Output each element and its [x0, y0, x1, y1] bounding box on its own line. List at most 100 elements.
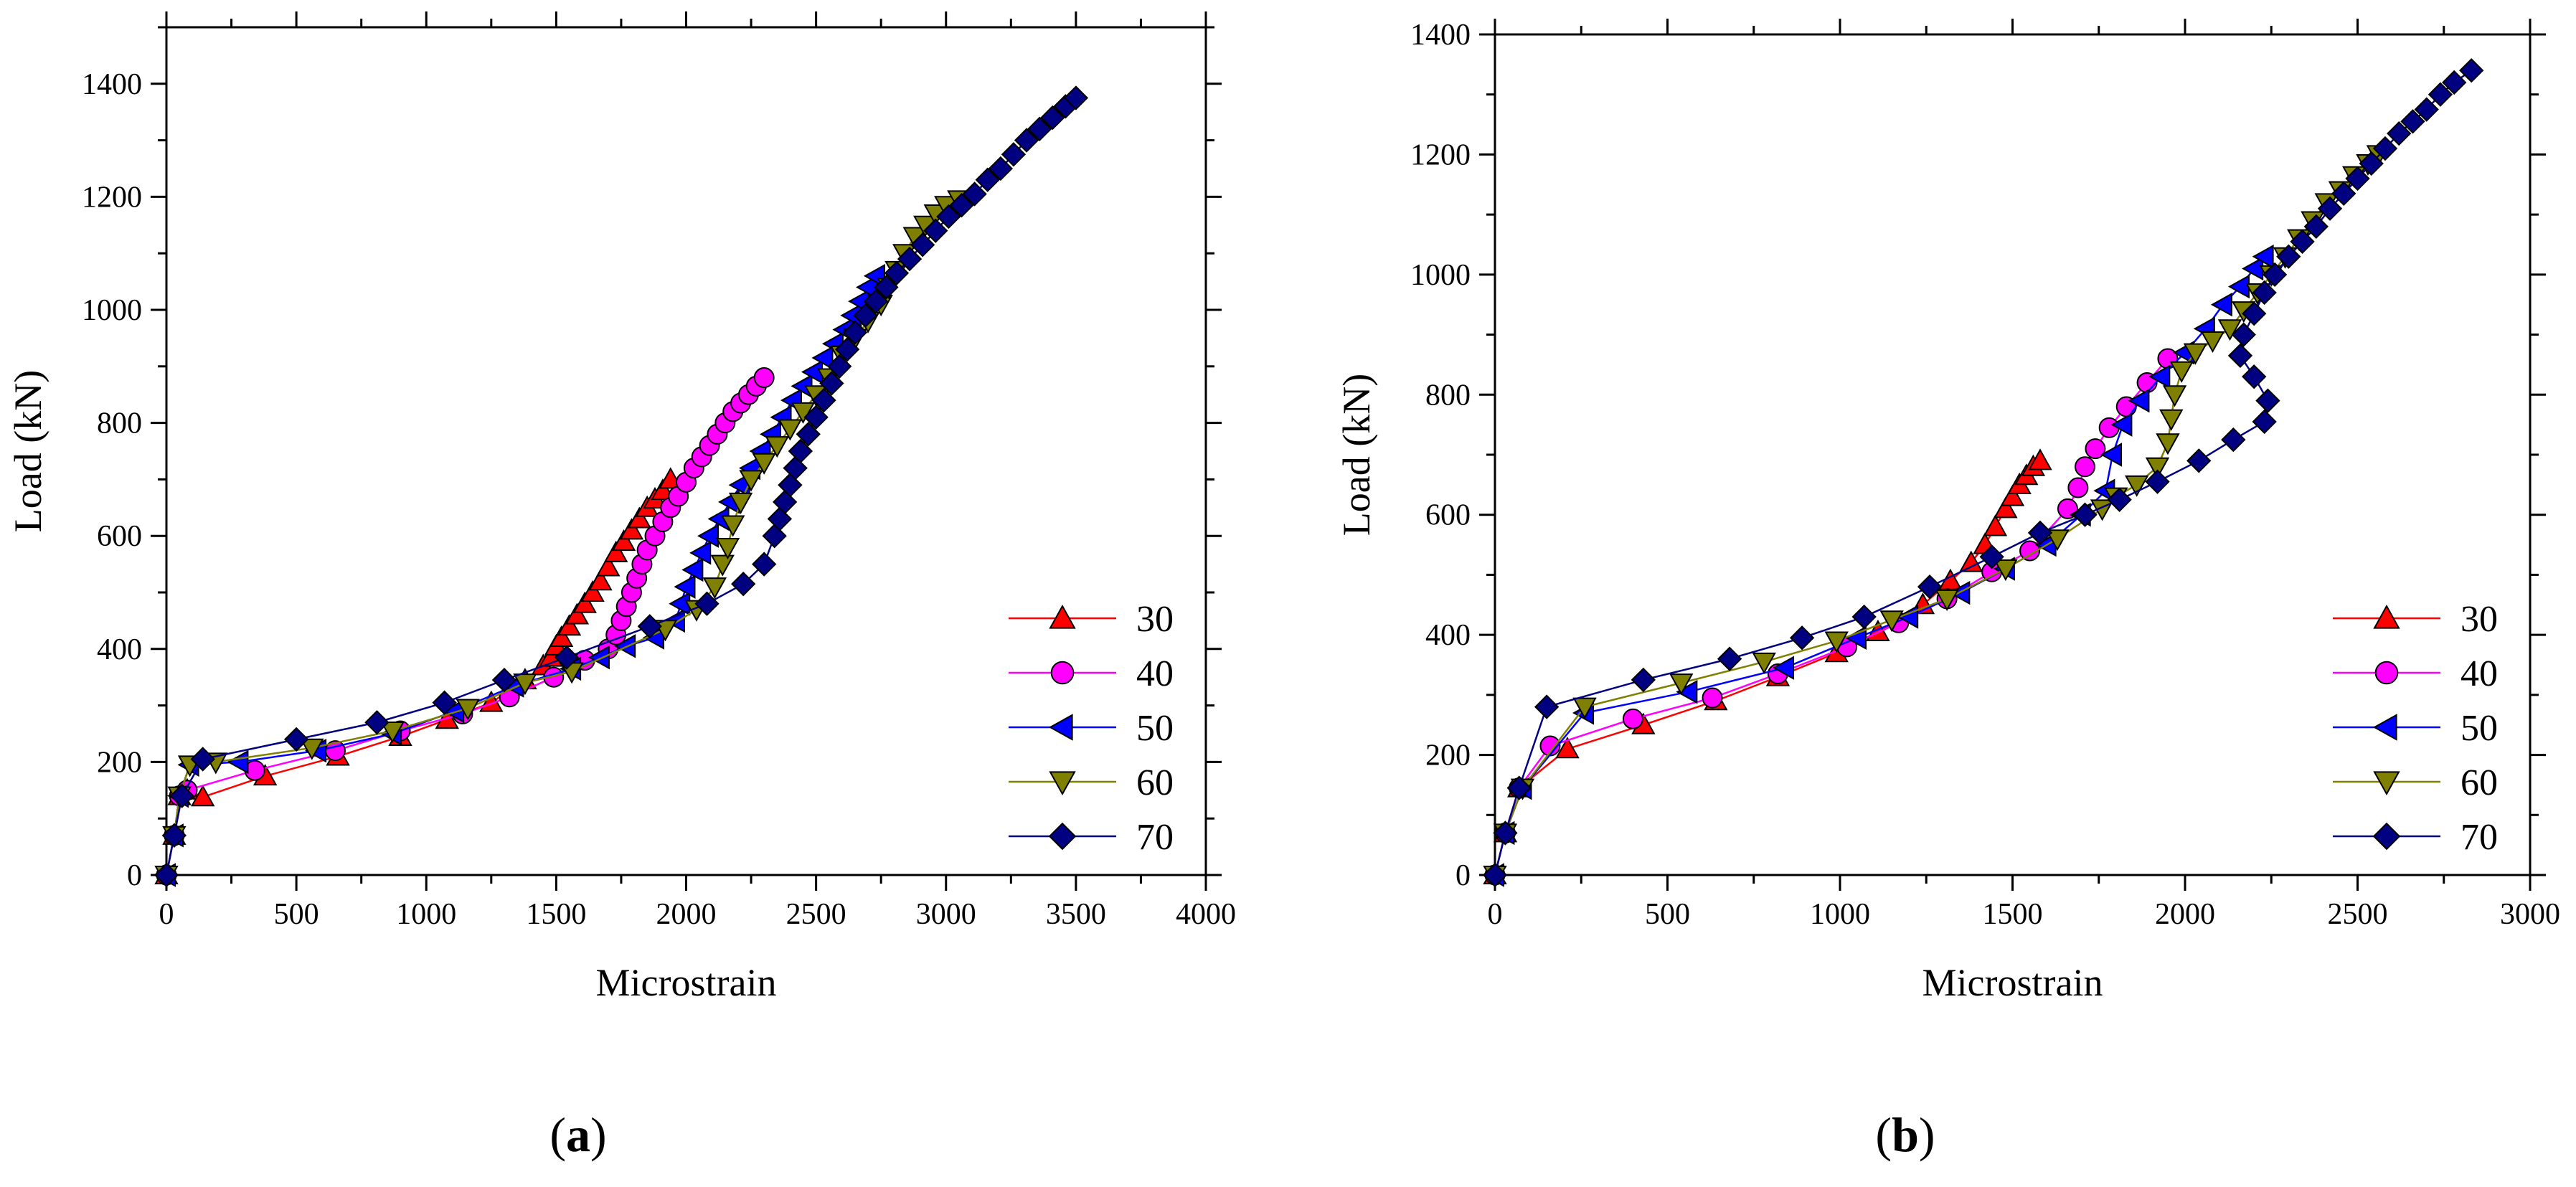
data-point-70: [491, 667, 517, 693]
data-point-70: [2027, 520, 2053, 545]
y-tick-label: 1200: [82, 181, 142, 214]
data-point-40: [2085, 438, 2106, 460]
data-point-30: [603, 540, 628, 562]
data-point-60: [2200, 331, 2225, 354]
legend-label-40: 40: [2461, 653, 2498, 694]
data-point-70: [796, 422, 821, 447]
series-30: [154, 467, 683, 884]
x-tick-label: 4000: [1176, 898, 1236, 931]
data-point-70: [788, 438, 813, 464]
data-point-70: [190, 747, 215, 772]
x-tick-label: 0: [159, 898, 174, 931]
data-point-70: [2359, 151, 2384, 176]
data-point-40: [1622, 708, 1643, 729]
data-point-70: [936, 204, 961, 230]
y-tick-label: 200: [1425, 739, 1471, 772]
data-point-60: [728, 492, 753, 514]
data-point-30: [565, 602, 590, 625]
y-tick-label: 1400: [1410, 19, 1471, 52]
panel-label: (a): [549, 1107, 606, 1162]
data-point-50: [2252, 245, 2274, 269]
data-point-70: [1001, 142, 1027, 167]
data-point-70: [2242, 301, 2267, 326]
data-point-30: [1866, 619, 1890, 641]
x-tick-label: 2500: [2328, 898, 2388, 931]
panel-label-open: (: [549, 1107, 566, 1162]
data-point-40: [1702, 687, 1723, 709]
data-point-70: [2252, 280, 2277, 306]
y-tick-label: 1200: [1410, 138, 1471, 171]
data-point-70: [2400, 109, 2425, 134]
series-line-40: [1494, 358, 2169, 876]
panel-label-open: (: [1875, 1107, 1892, 1162]
panel-b: 0 500 1000 1500 2000 2500 3000 0 200 400 600 800 100…: [1335, 19, 2560, 1162]
data-point-30: [627, 506, 651, 529]
data-point-70: [2227, 343, 2253, 369]
data-point-50: [1676, 679, 1698, 704]
series-line-50: [1494, 255, 2265, 876]
x-tick-label: 1000: [396, 898, 456, 931]
data-point-70: [432, 690, 457, 715]
data-point-60: [765, 436, 789, 458]
data-point-60: [702, 577, 727, 600]
legend-marker-30: [2373, 604, 2400, 629]
data-point-60: [1752, 652, 1776, 674]
series-50: [154, 264, 885, 887]
legend-marker-50: [1048, 714, 1073, 741]
data-point-60: [1824, 631, 1849, 653]
data-point-70: [949, 193, 974, 218]
data-point-70: [2276, 244, 2301, 269]
y-tick-label: 1400: [82, 68, 142, 101]
series-line-60: [165, 199, 960, 876]
y-axis-title: Load (kN): [1335, 374, 1378, 536]
data-point-70: [1482, 862, 1508, 888]
x-axis-title: Microstrain: [1922, 961, 2103, 1004]
legend-label-30: 30: [1136, 599, 1174, 640]
y-tick-label: 800: [1425, 379, 1471, 412]
data-point-30: [1555, 737, 1580, 759]
data-point-70: [827, 354, 852, 379]
data-point-50: [614, 634, 636, 658]
data-point-70: [161, 823, 187, 848]
legend-marker-40: [1050, 661, 1075, 685]
data-point-70: [1534, 694, 1560, 719]
y-tick-label: 0: [1456, 859, 1471, 892]
data-point-30: [1959, 550, 1983, 572]
data-point-50: [2110, 412, 2133, 437]
data-point-70: [1506, 775, 1532, 800]
data-point-30: [619, 518, 644, 540]
data-point-40: [2019, 540, 2041, 562]
data-point-70: [819, 371, 844, 396]
data-point-70: [897, 246, 923, 272]
data-point-60: [1994, 559, 2018, 582]
data-point-70: [637, 614, 662, 639]
data-point-70: [1040, 105, 1065, 131]
x-tick-label: 1500: [526, 898, 586, 931]
data-point-70: [2262, 262, 2288, 288]
series-50: [1482, 245, 2274, 887]
data-point-40: [2098, 417, 2120, 438]
data-point-60: [710, 554, 735, 577]
data-point-70: [1917, 574, 1943, 600]
y-tick-label: 600: [1425, 499, 1471, 532]
data-point-60: [300, 738, 324, 760]
data-point-60: [513, 673, 537, 696]
data-point-70: [1717, 646, 1742, 671]
data-point-30: [1994, 496, 2018, 519]
data-point-30: [572, 591, 597, 613]
legend: 30 40 50 60 70: [1009, 599, 1174, 858]
x-axis-title: Microstrain: [596, 961, 777, 1004]
data-point-40: [2075, 456, 2096, 478]
data-point-70: [874, 275, 899, 300]
series-70: [154, 85, 1089, 888]
data-point-30: [2000, 484, 2025, 506]
data-point-60: [1572, 697, 1597, 719]
x-tick-label: 2500: [786, 898, 846, 931]
x-tick-label: 0: [1488, 898, 1503, 931]
data-point-70: [2252, 409, 2277, 435]
legend-label-50: 50: [2461, 708, 2498, 749]
data-point-70: [2072, 502, 2098, 527]
y-tick-label: 800: [97, 407, 142, 440]
panel-label-close: ): [1919, 1107, 1935, 1162]
data-point-70: [2303, 214, 2329, 240]
